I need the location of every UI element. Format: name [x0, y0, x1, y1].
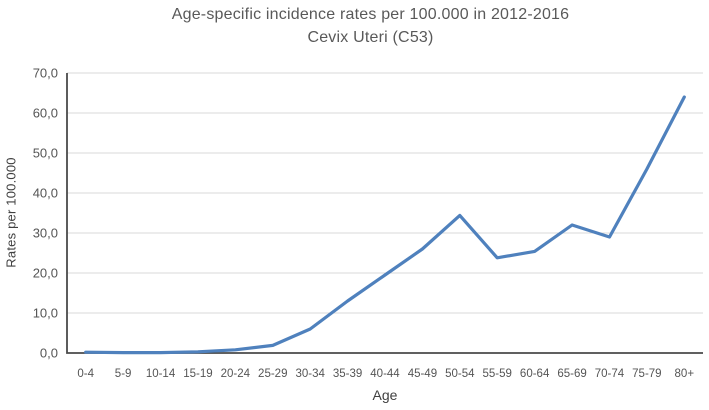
x-tick-label: 70-74 [595, 368, 625, 380]
chart-title-line2: Cevix Uteri (C53) [307, 29, 434, 46]
y-tick-label: 0,0 [40, 346, 58, 361]
x-tick-label: 75-79 [632, 368, 661, 380]
chart-title-line1: Age-specific incidence rates per 100.000… [171, 6, 570, 23]
x-tick-label: 0-4 [77, 368, 94, 380]
x-tick-label: 60-64 [520, 368, 550, 380]
x-tick-label: 35-39 [333, 368, 362, 380]
x-tick-label: 15-19 [183, 368, 212, 380]
x-tick-label: 5-9 [115, 368, 132, 380]
x-tick-label: 45-49 [408, 368, 437, 380]
y-tick-label: 60,0 [33, 106, 58, 121]
y-tick-label: 70,0 [33, 66, 58, 81]
x-axis-title: Age [372, 387, 398, 403]
axis-lines [66, 73, 703, 354]
y-tick-label: 50,0 [33, 146, 58, 161]
y-tick-label: 20,0 [33, 266, 58, 281]
y-tick-label: 40,0 [33, 186, 58, 201]
x-tick-label: 55-59 [483, 368, 512, 380]
x-tick-label: 10-14 [146, 368, 176, 380]
x-tick-label: 65-69 [557, 368, 586, 380]
x-tick-label: 25-29 [258, 368, 287, 380]
x-tick-label: 20-24 [221, 368, 251, 380]
y-tick-label: 10,0 [33, 306, 58, 321]
x-tick-label: 80+ [675, 368, 695, 380]
x-tick-label: 40-44 [370, 368, 400, 380]
y-tick-label: 30,0 [33, 226, 58, 241]
x-tick-label: 50-54 [445, 368, 475, 380]
data-series-line [84, 95, 686, 355]
x-tick-label: 30-34 [295, 368, 325, 380]
chart-title: Age-specific incidence rates per 100.000… [16, 3, 709, 49]
